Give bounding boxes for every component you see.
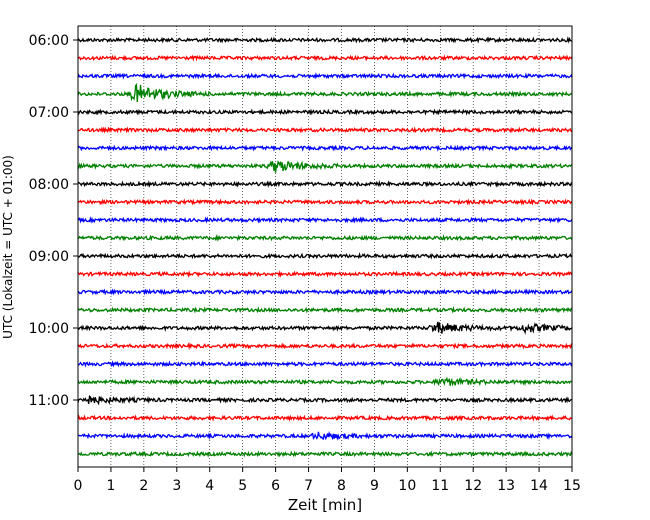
x-tick-label: 11	[431, 478, 449, 494]
x-tick-label: 6	[271, 478, 280, 494]
seismic-trace	[77, 376, 573, 387]
x-tick-label: 13	[497, 478, 515, 494]
x-axis-ticks: 0 1 2 3 4 5 6 7 8 9 10 11 12 13 14 15	[74, 467, 581, 494]
seismic-trace	[77, 82, 573, 102]
x-tick-label: 12	[464, 478, 482, 494]
seismic-trace	[77, 321, 573, 335]
seismic-trace	[77, 198, 573, 206]
y-tick-label: 08:00	[29, 177, 69, 193]
x-tick-label: 15	[563, 478, 581, 494]
seismic-trace	[77, 160, 573, 173]
x-tick-label: 5	[238, 478, 247, 494]
x-tick-label: 2	[139, 478, 148, 494]
y-tick-label: 10:00	[29, 321, 69, 337]
seismic-trace	[77, 252, 573, 260]
seismic-trace	[77, 414, 573, 422]
x-tick-label: 8	[337, 478, 346, 494]
seismic-trace	[77, 54, 573, 62]
x-tick-label: 3	[172, 478, 181, 494]
seismic-trace	[77, 144, 573, 152]
seismic-trace	[77, 36, 573, 44]
x-tick-label: 7	[304, 478, 313, 494]
seismic-trace	[77, 342, 573, 351]
y-tick-label: 09:00	[29, 249, 69, 265]
y-axis-ticks: 06:00 07:00 08:00 09:00 10:00 11:00	[29, 33, 78, 409]
seismic-traces	[77, 36, 573, 458]
y-tick-label: 06:00	[29, 33, 69, 49]
x-tick-label: 10	[398, 478, 416, 494]
seismic-trace	[77, 288, 573, 296]
x-tick-label: 4	[205, 478, 214, 494]
x-tick-label: 0	[74, 478, 83, 494]
x-tick-label: 1	[106, 478, 115, 494]
seismic-trace	[77, 234, 573, 242]
seismic-trace	[77, 360, 573, 368]
seismic-trace	[77, 72, 573, 80]
x-axis-label: Zeit [min]	[288, 496, 362, 514]
seismic-trace	[77, 395, 573, 406]
x-tick-label: 14	[530, 478, 548, 494]
seismic-trace	[77, 305, 573, 314]
y-tick-label: 07:00	[29, 105, 69, 121]
seismic-trace	[77, 216, 573, 224]
seismic-trace	[77, 180, 573, 188]
plot-frame	[77, 25, 573, 468]
seismic-trace	[77, 269, 573, 278]
seismic-trace	[77, 108, 573, 116]
seismic-trace	[77, 430, 573, 441]
seismic-trace	[77, 126, 573, 134]
x-tick-label: 9	[370, 478, 379, 494]
seismic-trace	[77, 450, 573, 458]
y-tick-label: 11:00	[29, 393, 69, 409]
y-axis-label: UTC (Lokalzeit = UTC + 01:00)	[1, 155, 15, 339]
